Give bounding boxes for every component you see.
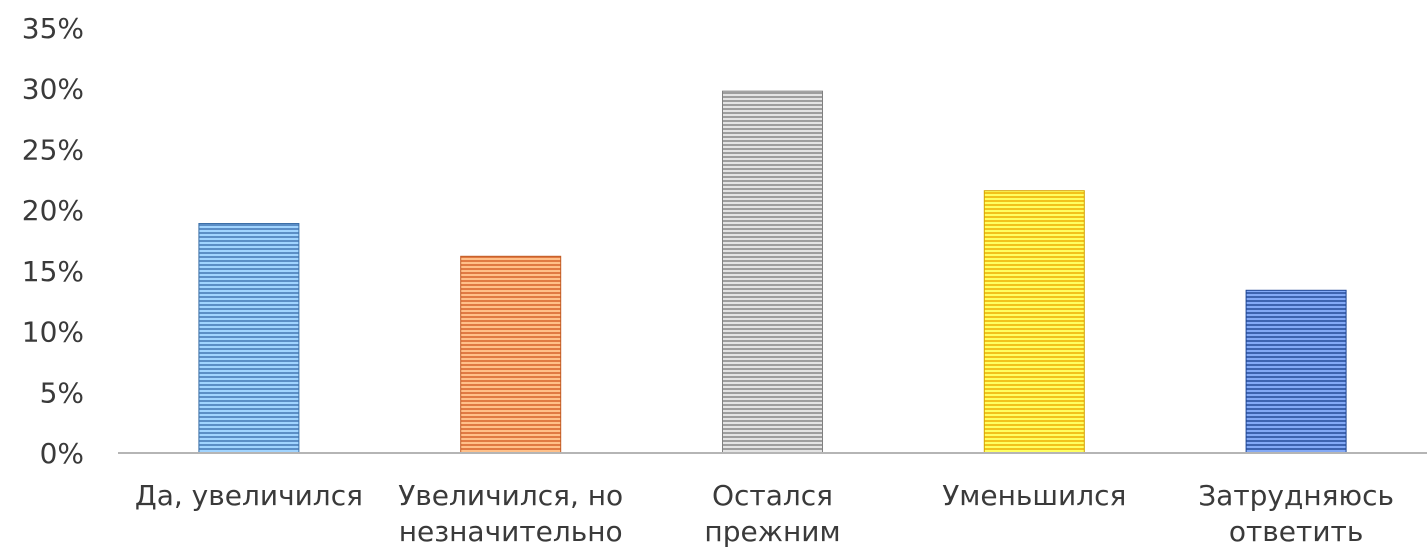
bar (1245, 289, 1347, 454)
x-tick-label: Затрудняюсь ответить (1198, 479, 1394, 548)
y-tick-label: 30% (22, 73, 84, 106)
y-tick-label: 20% (22, 194, 84, 227)
x-tick-label: Увеличился, но незначительно (398, 479, 623, 548)
bar (983, 190, 1085, 454)
y-tick-label: 10% (22, 316, 84, 349)
y-tick-label: 5% (40, 376, 84, 409)
x-axis-labels: Да, увеличился Увеличился, но незначительн… (135, 479, 1394, 548)
y-tick-label: 25% (22, 133, 84, 166)
bar (198, 223, 300, 454)
y-axis-ticks: 0% 5% 10% 15% 20% 25% 30% 35% (22, 12, 84, 470)
x-tick-label: Остался прежним (704, 479, 840, 548)
bar (460, 255, 562, 454)
y-tick-label: 0% (40, 437, 84, 470)
x-tick-label: Уменьшился (942, 479, 1126, 512)
bar (722, 90, 823, 454)
y-tick-label: 15% (22, 255, 84, 288)
bars (198, 90, 1347, 454)
y-tick-label: 35% (22, 12, 84, 45)
x-tick-label: Да, увеличился (135, 479, 363, 512)
